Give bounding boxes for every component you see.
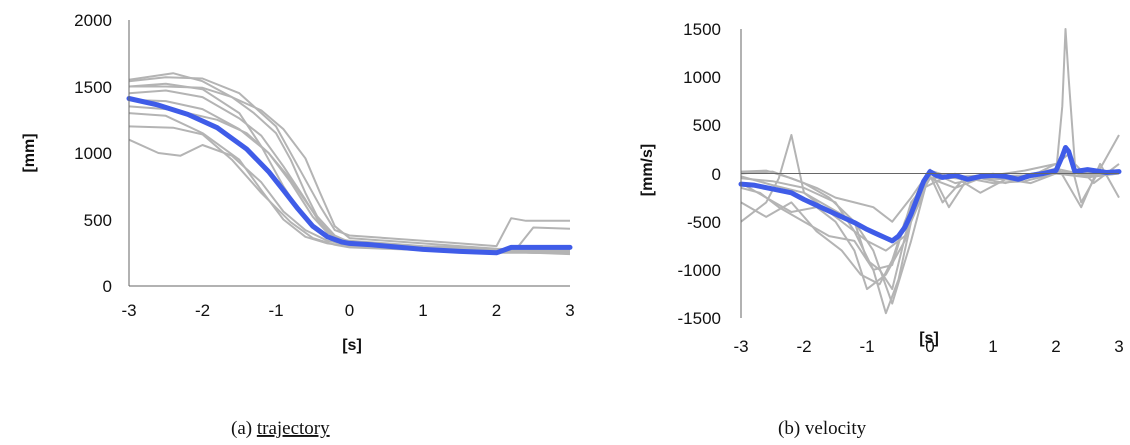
velocity-y-tick-label: -500 — [687, 213, 721, 232]
chart-velocity: 1500 1000 500 0 -500 -1000 -1500 -3 -2 -… — [639, 20, 1124, 439]
velocity-x-ticks: -3 -2 -1 0 1 2 3 — [733, 337, 1123, 356]
velocity-y-ticks: 1500 1000 500 0 -500 -1000 -1500 — [678, 20, 721, 328]
trajectory-x-axis-label: [s] — [342, 337, 362, 354]
trajectory-x-tick-label: 1 — [418, 301, 427, 320]
trajectory-mean-line — [126, 96, 573, 256]
trajectory-x-tick-label: -3 — [121, 301, 136, 320]
trajectory-x-tick-label: 2 — [492, 301, 501, 320]
velocity-caption-word: velocity — [805, 418, 867, 439]
trajectory-y-tick-label: 1500 — [74, 78, 112, 97]
trajectory-y-tick-label: 2000 — [74, 11, 112, 30]
trajectory-trial-line — [128, 98, 570, 254]
trajectory-caption-prefix: (a) — [231, 418, 257, 439]
velocity-x-tick-label: -2 — [796, 337, 811, 356]
trajectory-trials — [128, 72, 571, 256]
trajectory-trial-line — [128, 82, 570, 253]
trajectory-trial-line — [128, 72, 571, 253]
velocity-trial-line — [740, 172, 1120, 286]
trajectory-trial-line — [128, 76, 570, 248]
velocity-x-tick-label: -1 — [859, 337, 874, 356]
velocity-y-tick-label: 500 — [693, 116, 721, 135]
velocity-x-tick-label: -3 — [733, 337, 748, 356]
trajectory-y-tick-label: 0 — [103, 277, 112, 296]
velocity-trial-line — [740, 170, 1120, 291]
velocity-y-axis-label: [mm/s] — [639, 144, 656, 196]
trajectory-y-tick-label: 500 — [84, 211, 112, 230]
velocity-x-tick-label: 1 — [988, 337, 997, 356]
trajectory-caption: (a) trajectory — [231, 418, 330, 439]
trajectory-x-ticks: -3 -2 -1 0 1 2 3 — [121, 301, 574, 320]
velocity-y-tick-label: 1000 — [683, 68, 721, 87]
trajectory-y-axis-label: [mm] — [21, 133, 38, 172]
trajectory-x-tick-label: -1 — [268, 301, 283, 320]
velocity-x-tick-label: 0 — [925, 337, 934, 356]
velocity-y-tick-label: -1000 — [678, 261, 721, 280]
velocity-x-tick-label: 2 — [1051, 337, 1060, 356]
velocity-x-axis-label: [s] — [919, 330, 939, 347]
trajectory-trial-line — [129, 85, 570, 252]
trajectory-trial-line — [128, 105, 570, 253]
velocity-y-tick-label: 1500 — [683, 20, 721, 39]
trajectory-x-tick-label: 3 — [565, 301, 574, 320]
chart-trajectory: 2000 1500 1000 500 0 -3 -2 -1 0 1 2 3 [s… — [21, 11, 575, 439]
velocity-y-tick-label: 0 — [712, 165, 721, 184]
velocity-y-tick-label: -1500 — [678, 309, 721, 328]
velocity-mean-line — [738, 145, 1122, 244]
velocity-x-tick-label: 3 — [1114, 337, 1123, 356]
trajectory-y-ticks: 2000 1500 1000 500 0 — [74, 11, 112, 296]
trajectory-x-tick-label: 0 — [345, 301, 354, 320]
velocity-trial-line — [740, 134, 1120, 305]
velocity-caption-prefix: (b) — [778, 418, 805, 439]
trajectory-x-tick-label: -2 — [195, 301, 210, 320]
trajectory-y-tick-label: 1000 — [74, 144, 112, 163]
velocity-caption: (b) velocity — [778, 418, 867, 439]
trajectory-caption-word: trajectory — [257, 418, 330, 439]
